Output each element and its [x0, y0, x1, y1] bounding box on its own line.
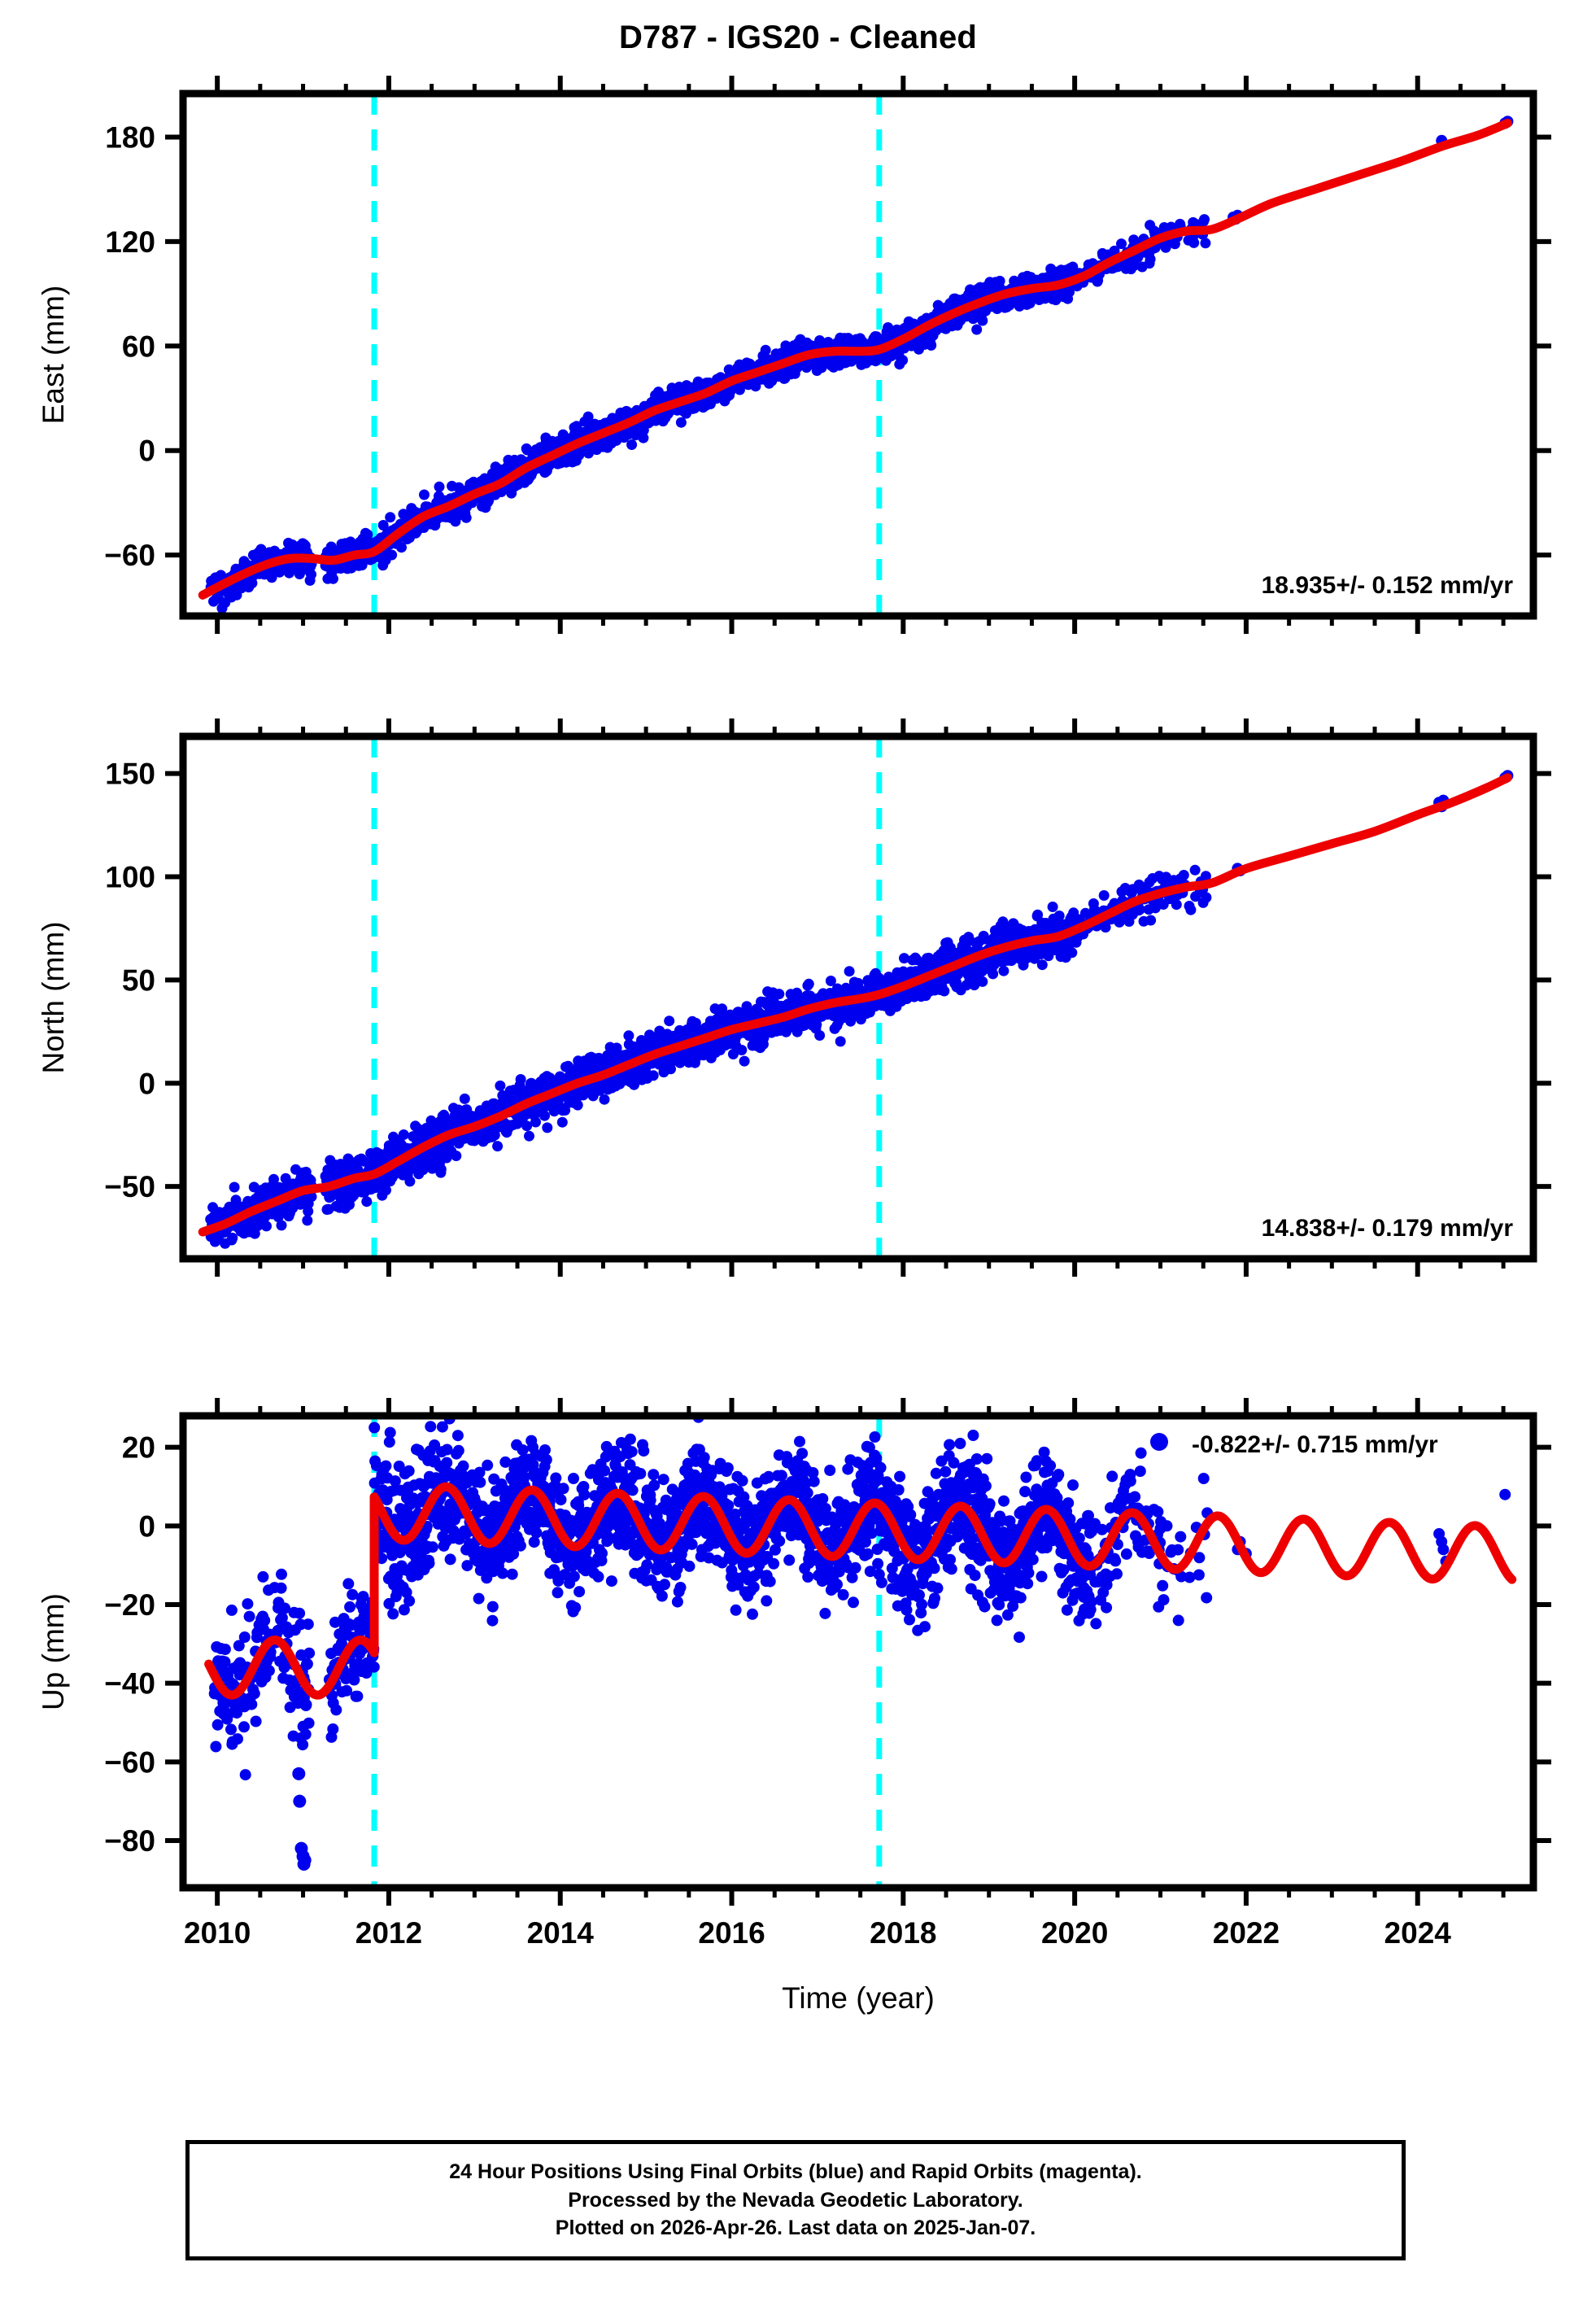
- x-tick-label: 2020: [1041, 1916, 1108, 1950]
- chart-panel-east: −600601201802010201220142016201820202022…: [0, 73, 1596, 643]
- plot-data-layer: [204, 1416, 1517, 1888]
- caption-line-2: Processed by the Nevada Geodetic Laborat…: [568, 2188, 1023, 2212]
- y-tick-label: 0: [138, 1067, 155, 1100]
- plot-frame: [179, 732, 1537, 1263]
- y-tick-label: 20: [122, 1431, 155, 1465]
- x-tick-label: 2012: [355, 1916, 422, 1950]
- x-tick-label: 2016: [698, 1916, 765, 1950]
- y-tick-label: 150: [105, 758, 155, 791]
- axis-tick-labels: −80 −60 −40 −20 0 20 2010 2012 2014 2016 2018 2020 2…: [104, 1431, 1451, 1950]
- y-tick-label: 0: [138, 1509, 155, 1543]
- plot-data-layer: [198, 736, 1514, 1259]
- scatter-points: [205, 770, 1514, 1249]
- y-tick-label: −60: [104, 1745, 155, 1779]
- axis-tick-labels: −600601201802010201220142016201820202022…: [104, 121, 155, 573]
- rate-annotation: 18.935+/- 0.152 mm/yr: [1262, 572, 1514, 599]
- rate-annotation: -0.822+/- 0.715 mm/yr: [1192, 1431, 1438, 1458]
- caption-line-3: Plotted on 2026-Apr-26. Last data on 202…: [555, 2216, 1036, 2240]
- x-tick-label: 2022: [1213, 1916, 1280, 1950]
- y-tick-label: 180: [105, 121, 155, 155]
- fit-line: [198, 773, 1512, 1237]
- chart-panel-north: −500501001502010201220142016201820202022…: [0, 716, 1596, 1286]
- y-tick-label: 60: [122, 330, 155, 363]
- y-tick-label: −50: [104, 1170, 155, 1203]
- plot-frame: [179, 90, 1537, 620]
- fit-line: [204, 1482, 1517, 1700]
- rate-annotation: 14.838+/- 0.179 mm/yr: [1262, 1215, 1514, 1242]
- y-axis-label: East (mm): [37, 286, 70, 425]
- x-tick-label: 2014: [527, 1916, 595, 1950]
- y-tick-label: −60: [104, 539, 155, 572]
- axis-ticks: [165, 718, 1551, 1277]
- y-tick-label: 50: [122, 963, 155, 997]
- x-tick-label: 2010: [184, 1916, 251, 1950]
- caption-line-1: 24 Hour Positions Using Final Orbits (bl…: [449, 2160, 1142, 2184]
- axis-tick-labels: −500501001502010201220142016201820202022…: [104, 758, 155, 1204]
- y-tick-label: 0: [138, 435, 155, 468]
- plot-frame: [179, 1412, 1537, 1892]
- outlier-points: [292, 1767, 312, 1871]
- plot-data-layer: [198, 94, 1514, 616]
- y-tick-label: 120: [105, 225, 155, 259]
- y-tick-label: 100: [105, 861, 155, 894]
- y-tick-label: −40: [104, 1667, 155, 1701]
- y-tick-label: −80: [104, 1824, 155, 1858]
- x-axis-label: Time (year): [782, 1981, 935, 2015]
- y-tick-label: −20: [104, 1588, 155, 1622]
- y-axis-label: Up (mm): [37, 1593, 70, 1710]
- axis-ticks: [165, 1398, 1551, 1906]
- page-title: D787 - IGS20 - Cleaned: [618, 20, 978, 55]
- fit-line: [198, 118, 1512, 600]
- chart-panel-up: −80 −60 −40 −20 0 20 2010 2012 2014 2016 2018 2020 2…: [0, 1383, 1596, 2059]
- x-tick-label: 2024: [1385, 1916, 1452, 1950]
- x-tick-label: 2018: [870, 1916, 936, 1950]
- y-axis-label: North (mm): [37, 921, 70, 1073]
- caption-box: 24 Hour Positions Using Final Orbits (bl…: [185, 2140, 1406, 2260]
- legend-dot-icon: [1150, 1433, 1168, 1451]
- axis-ticks: [165, 76, 1551, 634]
- scatter-points: [208, 1416, 1511, 1781]
